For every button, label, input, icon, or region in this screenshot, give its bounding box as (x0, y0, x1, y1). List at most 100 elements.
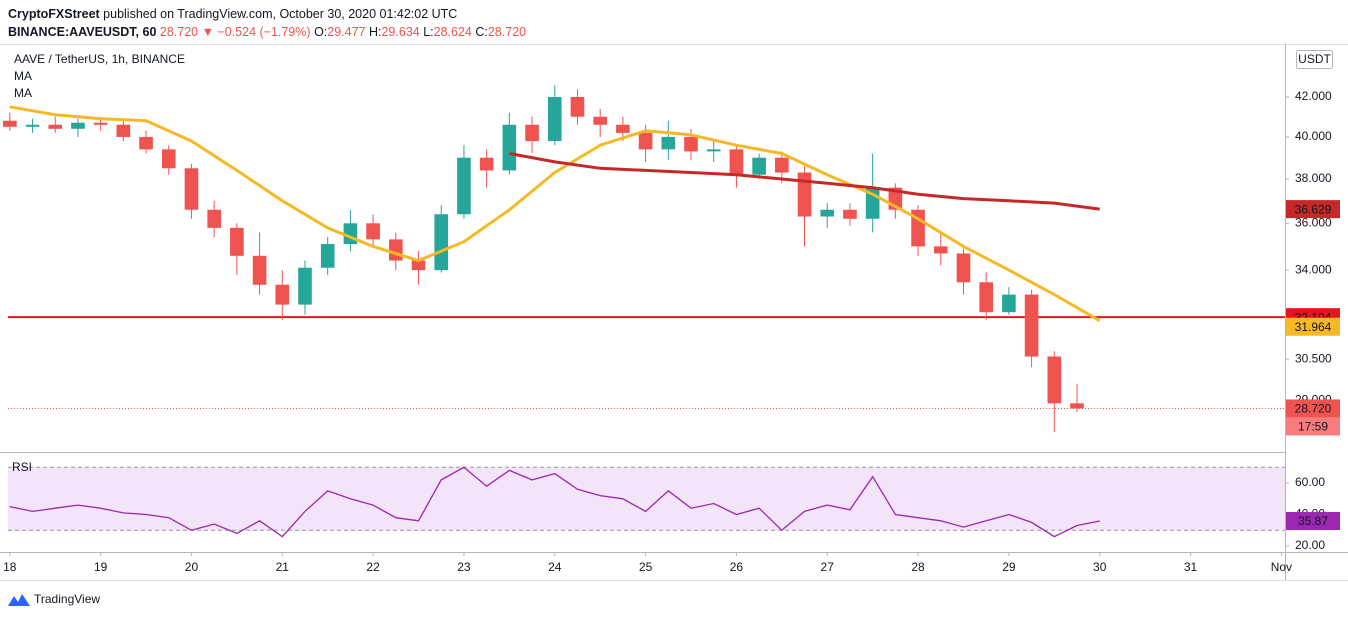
header: CryptoFXStreet published on TradingView.… (8, 5, 526, 41)
candle-body (457, 157, 471, 215)
candle-body (1024, 294, 1039, 357)
candle-body (820, 209, 835, 217)
candle-body (116, 124, 131, 137)
candle-body (411, 260, 426, 271)
candle-body (48, 124, 63, 129)
rsi-tick-label: 60.00 (1295, 475, 1325, 489)
publish-line: CryptoFXStreet published on TradingView.… (8, 5, 526, 23)
underlay (8, 466, 1285, 531)
candle-body (298, 267, 312, 305)
y-tick-label: 34.000 (1295, 262, 1332, 276)
moving-average (9, 105, 1101, 323)
ohlc-value: 28.624 (433, 25, 472, 39)
candle-body (230, 227, 244, 256)
candle-body (706, 149, 721, 152)
candle-body (593, 116, 607, 125)
x-tick-label: 22 (366, 560, 380, 574)
ohlc-value: 28.720 (487, 25, 527, 39)
candle-body (661, 136, 676, 150)
x-tick-label: 27 (821, 560, 835, 574)
rsi-badge: 35.87 (1298, 514, 1328, 528)
x-tick-label: 21 (276, 560, 290, 574)
x-tick-label: 26 (730, 560, 744, 574)
candle-body (752, 157, 766, 175)
ohlc-key: H: (368, 25, 382, 39)
published: published on TradingView.com, October 30… (103, 7, 458, 21)
logo-icon (8, 594, 30, 606)
rsi-badge-bg (1286, 512, 1340, 531)
candle-body (1070, 403, 1084, 409)
y-tick-label: 38.000 (1295, 171, 1332, 185)
rsi-line (9, 466, 1100, 538)
x-tick-label: 23 (457, 560, 471, 574)
x-tick-label: 30 (1093, 560, 1107, 574)
symbol: BINANCE:AAVEUSDT, 60 (8, 25, 157, 39)
candle-body (843, 209, 857, 219)
rsi-legend: RSI (12, 460, 32, 474)
ohlc-key: L: (423, 25, 434, 39)
candle-body (797, 172, 812, 217)
ma50-badge-bg (1286, 317, 1340, 336)
candle-body (71, 122, 85, 129)
candle-body (3, 120, 17, 127)
candle-body (933, 246, 948, 254)
footer: TradingView (34, 592, 100, 606)
y-tick-label: 36.000 (1295, 215, 1332, 229)
x-tick-label: 20 (185, 560, 199, 574)
candle-body (139, 136, 153, 150)
candle-body (956, 253, 971, 283)
candle-body (1047, 356, 1062, 404)
candle-body (366, 223, 380, 240)
candle-body (502, 124, 517, 171)
change: ▼ −0.524 (−1.79%) (201, 25, 311, 39)
ma50-badge: 31.964 (1295, 320, 1332, 334)
candle-body (547, 96, 562, 142)
x-tick-label: 24 (548, 560, 562, 574)
candle-body (275, 284, 290, 305)
candle-body (161, 149, 176, 169)
rsi-band (8, 467, 1285, 531)
candle-body (638, 132, 653, 150)
candle-body (184, 168, 199, 210)
y-tick-label: 40.000 (1295, 129, 1332, 143)
candle-body (434, 214, 449, 271)
y-tick-label: 42.000 (1295, 89, 1332, 103)
currency[interactable]: USDT (1298, 52, 1331, 66)
ohlc-value: 29.634 (381, 25, 420, 39)
x-tick-label: Nov (1271, 560, 1292, 574)
rsi-tick-label: 20.00 (1295, 538, 1325, 552)
candle-body (479, 157, 494, 171)
candle-body (389, 239, 403, 261)
ohlc-key: O: (314, 25, 328, 39)
ma200-badge: 36.629 (1295, 202, 1332, 216)
ohlc-key: C: (475, 25, 488, 39)
logo: TradingView (8, 592, 100, 606)
ohlc: O:29.477 H:29.634 L:28.624 C:28.720 (314, 25, 526, 39)
x-tick-label: 19 (94, 560, 108, 574)
y-tick-label: 30.500 (1295, 351, 1332, 365)
candle-body (93, 122, 108, 125)
x-tick-label: 18 (3, 560, 17, 574)
candle-body (979, 282, 993, 313)
candle-body (911, 209, 925, 247)
x-tick-label: 28 (911, 560, 925, 574)
ohlc-value: 29.477 (327, 25, 366, 39)
candle-body (616, 124, 630, 133)
countdown-bg (1286, 417, 1340, 436)
candle-body (570, 96, 585, 117)
candle-body (25, 124, 40, 127)
price-badge: 28.720 (1295, 402, 1332, 416)
candle-body (1002, 294, 1016, 313)
legend-title: AAVE / TetherUS, 1h, BINANCE (14, 52, 185, 66)
candle-body (525, 124, 539, 142)
candle-body (207, 209, 221, 228)
candle-body (252, 255, 267, 285)
candle-body (729, 149, 744, 175)
symbol-line: BINANCE:AAVEUSDT, 60 28.720 ▼ −0.524 (−1… (8, 23, 526, 41)
candle-body (775, 157, 789, 173)
currency-button[interactable] (1296, 50, 1333, 69)
price-badge-bg (1286, 399, 1340, 418)
candle-body (320, 244, 335, 268)
